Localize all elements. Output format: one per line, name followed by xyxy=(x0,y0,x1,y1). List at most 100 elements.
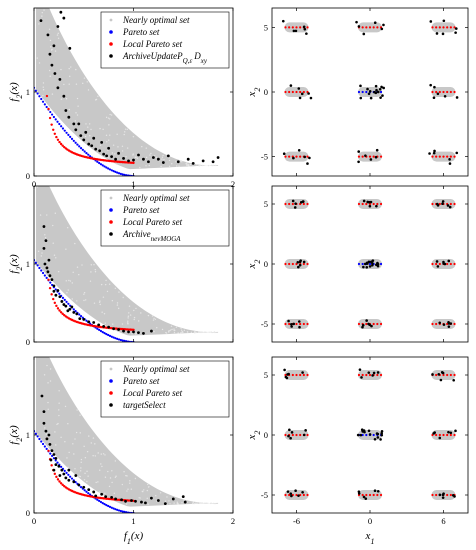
archive-point xyxy=(77,483,81,487)
nearly-optimal-point xyxy=(127,322,129,324)
nearly-optimal-point xyxy=(79,414,81,416)
nearly-optimal-point xyxy=(208,331,210,333)
legend-marker xyxy=(109,42,113,46)
archive-point xyxy=(374,84,378,88)
nearly-optimal-point xyxy=(73,453,75,455)
local-pareto-point xyxy=(435,322,438,326)
archive-point xyxy=(186,157,190,161)
archive-point xyxy=(429,20,433,23)
nearly-optimal-point xyxy=(75,431,78,434)
axis-label-rest: (x) xyxy=(131,530,144,542)
archive-point xyxy=(380,431,383,435)
archive-point xyxy=(283,368,286,372)
nearly-optimal-point xyxy=(88,435,90,437)
nearly-optimal-point xyxy=(41,11,43,14)
archive-point xyxy=(435,260,439,263)
pareto-point xyxy=(79,315,83,318)
archive-point xyxy=(436,92,440,96)
pareto-point xyxy=(58,292,61,295)
archive-point xyxy=(298,263,302,267)
pareto-point xyxy=(67,133,70,136)
local-pareto-point xyxy=(365,26,368,29)
archive-point xyxy=(441,32,445,36)
archive-point xyxy=(382,23,385,27)
plot-area xyxy=(34,186,219,342)
nearly-optimal-point xyxy=(47,445,50,447)
archive-point xyxy=(357,160,360,164)
archive-point xyxy=(137,331,140,335)
axis-label-letter: x xyxy=(246,434,258,440)
archive-point xyxy=(297,265,300,269)
pareto-point xyxy=(34,261,37,264)
nearly-optimal-point xyxy=(115,163,118,165)
nearly-optimal-point xyxy=(104,283,107,286)
legend-marker xyxy=(109,18,113,22)
archive-point xyxy=(376,371,380,374)
archive-point xyxy=(357,25,361,28)
pareto-point xyxy=(372,433,375,437)
nearly-optimal-point xyxy=(94,455,96,457)
nearly-optimal-point xyxy=(202,502,204,504)
local-pareto-point xyxy=(438,155,441,158)
nearly-optimal-point xyxy=(127,317,129,319)
archive-point xyxy=(67,468,71,472)
local-pareto-point xyxy=(442,373,445,377)
nearly-optimal-point xyxy=(39,214,42,216)
nearly-optimal-point xyxy=(209,502,212,505)
nearly-optimal-point xyxy=(126,147,129,149)
nearly-optimal-point xyxy=(92,455,94,457)
archive-point xyxy=(114,157,117,161)
archive-point xyxy=(127,159,130,163)
local-pareto-point xyxy=(379,373,383,377)
archive-point xyxy=(301,490,304,494)
pareto-point xyxy=(368,262,372,266)
archive-point xyxy=(52,289,56,293)
local-pareto-point xyxy=(284,373,287,377)
nearly-optimal-point xyxy=(121,150,124,152)
archive-point xyxy=(54,293,58,297)
local-pareto-point xyxy=(435,433,438,437)
archive-point xyxy=(299,259,302,262)
archive-point xyxy=(382,86,385,90)
pareto-point xyxy=(121,339,124,342)
pareto-point xyxy=(36,435,39,438)
archive-point xyxy=(48,274,52,278)
archive-point xyxy=(441,202,444,205)
archive-point xyxy=(373,21,377,25)
nearly-optimal-point xyxy=(74,468,76,470)
archive-point xyxy=(59,10,63,14)
archive-point xyxy=(359,84,362,88)
archive-point xyxy=(62,303,66,306)
nearly-optimal-point xyxy=(114,476,117,478)
nearly-optimal-point xyxy=(176,165,178,167)
local-pareto-point xyxy=(302,373,305,377)
nearly-optimal-point xyxy=(212,502,215,505)
archive-point xyxy=(107,146,111,150)
nearly-optimal-point xyxy=(201,331,204,333)
local-pareto-point xyxy=(302,322,305,326)
nearly-optimal-point xyxy=(83,293,85,295)
local-pareto-point xyxy=(288,202,291,206)
pareto-point xyxy=(85,152,88,155)
local-pareto-point xyxy=(48,286,52,290)
nearly-optimal-point xyxy=(51,93,54,95)
local-pareto-point xyxy=(288,493,291,497)
nearly-optimal-point xyxy=(191,502,194,505)
nearly-optimal-point xyxy=(124,131,126,133)
local-pareto-point xyxy=(446,493,449,497)
nearly-optimal-point xyxy=(173,502,175,504)
archive-point xyxy=(140,500,143,504)
archive-point xyxy=(298,96,302,100)
nearly-optimal-point xyxy=(76,266,79,268)
nearly-optimal-region xyxy=(35,357,219,507)
archive-point xyxy=(358,368,362,371)
archive-point xyxy=(104,495,108,499)
archive-point xyxy=(68,307,72,311)
archive-point xyxy=(371,262,374,265)
nearly-optimal-point xyxy=(200,331,203,333)
archive-point xyxy=(436,204,440,207)
archive-point xyxy=(72,310,76,314)
nearly-optimal-point xyxy=(126,475,128,477)
local-pareto-point xyxy=(55,135,58,139)
nearly-optimal-point xyxy=(94,443,96,445)
